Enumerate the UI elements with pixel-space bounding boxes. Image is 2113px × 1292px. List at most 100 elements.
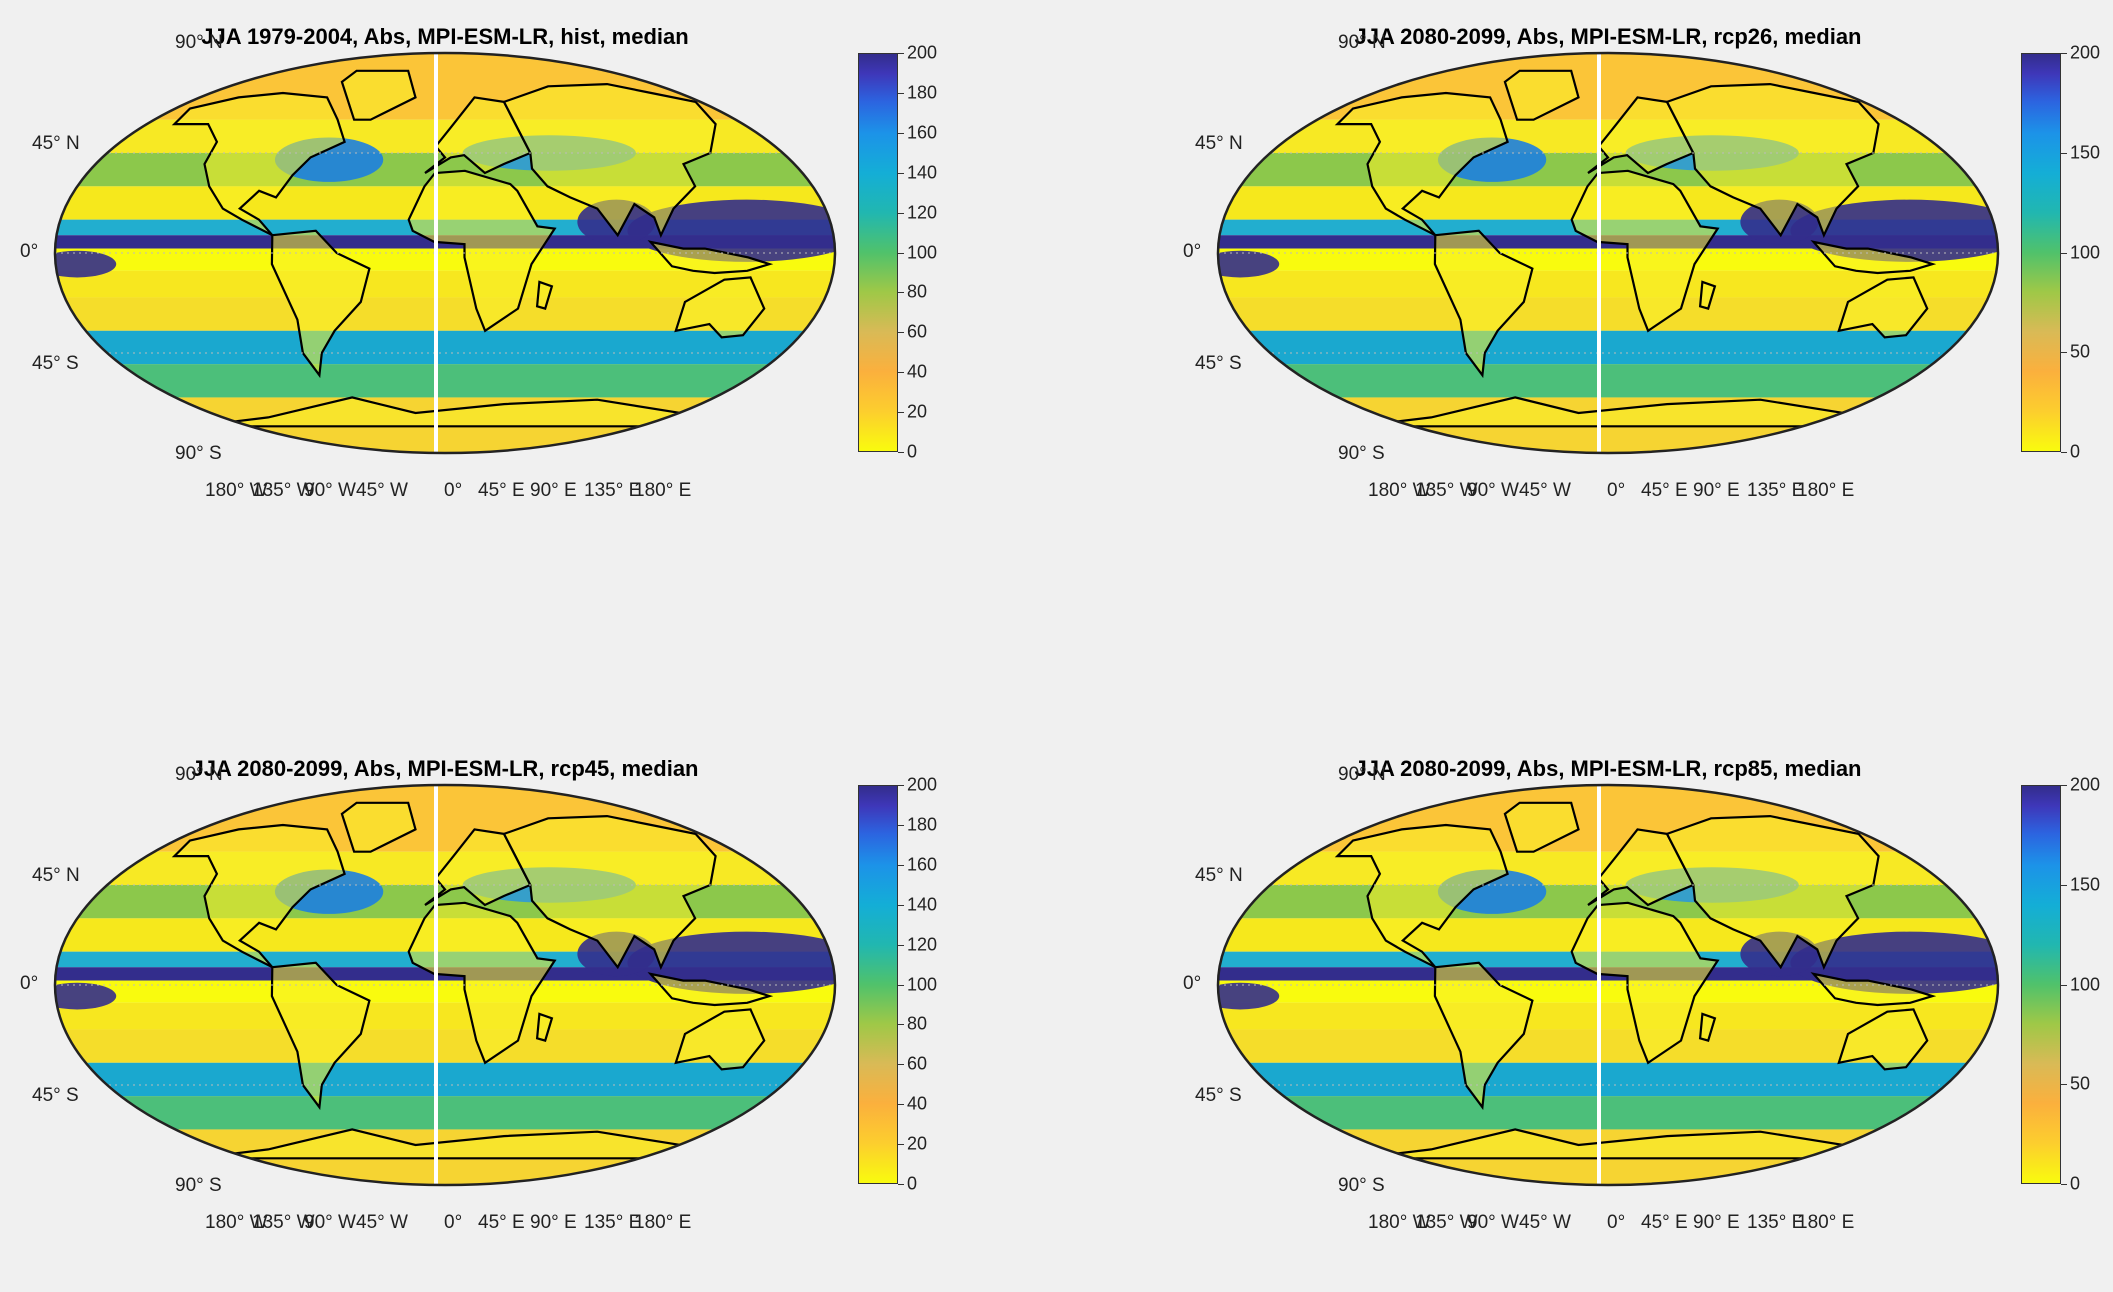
- colorbar-tick: [2061, 884, 2067, 886]
- asia-outline: [502, 814, 717, 971]
- lat-tick-label: 45° S: [1195, 1085, 1242, 1106]
- color-band: [55, 1062, 835, 1097]
- color-band: [1218, 330, 1998, 365]
- colorbar-tick: [898, 824, 904, 826]
- colorbar-tick-label: 60: [907, 1053, 928, 1074]
- lat-tick-label: 45° N: [1195, 133, 1243, 154]
- lon-tick-label: 180° W: [1368, 480, 1431, 501]
- lat-tick-label: 0°: [1183, 973, 1202, 994]
- africa-outline: [407, 901, 557, 1065]
- africa-outline: [407, 169, 557, 333]
- colorbar-tick: [898, 452, 904, 453]
- colorbar-tick: [2061, 352, 2067, 354]
- africa-outline: [1570, 169, 1720, 333]
- colorbar-tick-label: 150: [2070, 874, 2101, 895]
- lon-tick-label: 0°: [444, 480, 463, 501]
- colorbar-tick-label: 100: [907, 242, 938, 262]
- colorbar-tick-label: 180: [907, 82, 938, 103]
- colorbar-tick: [898, 1184, 904, 1185]
- colorbar-tick: [898, 92, 904, 94]
- map-frame: [53, 51, 837, 455]
- colorbar-tick-label: 80: [907, 1013, 928, 1034]
- lon-tick-label: 45° E: [478, 1212, 525, 1233]
- lon-tick-label: 90° E: [530, 1212, 577, 1233]
- chart-title: JJA 2080-2099, Abs, MPI-ESM-LR, rcp85, m…: [1354, 756, 1862, 781]
- lon-tick-label: 90° E: [1693, 480, 1740, 501]
- north-america-outline: [1334, 91, 1509, 237]
- colorbar-tick-label: 50: [2070, 1073, 2091, 1094]
- colorbar-tick: [898, 53, 904, 54]
- lon-tick-label: 135° W: [1415, 1212, 1478, 1233]
- lon-tick-label: 90° W: [304, 1212, 356, 1233]
- madagascar-outline: [1698, 1012, 1717, 1042]
- colorbar-tick-label: 60: [907, 321, 928, 342]
- lat-tick-label: 45° S: [32, 353, 79, 374]
- colorbar-tick: [898, 1144, 904, 1146]
- lon-tick-label: 0°: [444, 1212, 463, 1233]
- colorbar-tick-label: 150: [2070, 142, 2101, 163]
- colorbar-tick-label: 200: [907, 774, 938, 795]
- colorbar-tick-label: 40: [907, 1093, 928, 1114]
- lon-tick-label: 45° E: [1641, 480, 1688, 501]
- lon-tick-label: 135° W: [252, 1212, 315, 1233]
- lat-tick-label: 45° S: [32, 1085, 79, 1106]
- indonesia-outline: [1810, 972, 1937, 1007]
- lat-tick-label: 45° N: [1195, 865, 1243, 886]
- lat-tick-label: 0°: [1183, 241, 1202, 262]
- colorbar-tick-label: 200: [2070, 42, 2101, 63]
- colorbar-tick-label: 120: [907, 934, 938, 955]
- map-plot: [1216, 783, 2000, 1187]
- madagascar-outline: [1698, 280, 1717, 310]
- colorbar-tick: [898, 944, 904, 946]
- lon-tick-label: 135° E: [1747, 1212, 1805, 1233]
- intensity-blob: [1218, 250, 1280, 278]
- colorbar: [858, 53, 898, 452]
- lon-tick-label: 180° E: [634, 1212, 692, 1233]
- map-plot: [1216, 51, 2000, 455]
- colorbar-tick-label: 50: [2070, 341, 2091, 362]
- colorbar-tick: [898, 864, 904, 866]
- colorbar-tick-label: 160: [907, 122, 938, 143]
- lat-tick-label: 90° S: [175, 1175, 222, 1196]
- north-america-outline: [171, 91, 346, 237]
- colorbar-tick: [2061, 984, 2067, 986]
- colorbar-tick-label: 0: [907, 1173, 918, 1194]
- colorbar-tick: [898, 212, 904, 214]
- lon-tick-label: 90° W: [1467, 480, 1519, 501]
- colorbar-tick: [898, 984, 904, 986]
- color-band: [55, 980, 835, 1003]
- colorbar-tick-label: 80: [907, 281, 928, 302]
- south-america-outline: [1433, 961, 1534, 1111]
- lat-tick-label: 45° N: [32, 133, 80, 154]
- lon-tick-label: 45° E: [478, 480, 525, 501]
- colorbar-tick: [2061, 252, 2067, 254]
- lat-tick-label: 45° S: [1195, 353, 1242, 374]
- lon-tick-label: 90° E: [530, 480, 577, 501]
- lon-tick-label: 135° W: [252, 480, 315, 501]
- south-america-outline: [270, 961, 371, 1111]
- lon-tick-label: 180° E: [1797, 1212, 1855, 1233]
- lon-tick-label: 135° W: [1415, 480, 1478, 501]
- map-panel: JJA 2080-2099, Abs, MPI-ESM-LR, rcp85, m…: [1163, 732, 2113, 1292]
- color-band: [1218, 364, 1998, 398]
- lon-tick-label: 180° W: [205, 480, 268, 501]
- color-band: [1218, 1096, 1998, 1130]
- colorbar-tick: [2061, 152, 2067, 154]
- lat-tick-label: 45° N: [32, 865, 80, 886]
- colorbar-tick: [898, 172, 904, 174]
- colorbar-tick-label: 100: [2070, 974, 2101, 994]
- australia-outline: [1837, 1008, 1929, 1071]
- colorbar-tick: [898, 785, 904, 786]
- lon-tick-label: 45° E: [1641, 1212, 1688, 1233]
- lon-tick-label: 135° E: [584, 480, 642, 501]
- colorbar-tick: [2061, 785, 2067, 786]
- map-panel: JJA 2080-2099, Abs, MPI-ESM-LR, rcp26, m…: [1163, 0, 2113, 560]
- colorbar: [858, 785, 898, 1184]
- lat-tick-label: 90° N: [175, 32, 223, 53]
- chart-title: JJA 1979-2004, Abs, MPI-ESM-LR, hist, me…: [201, 24, 689, 49]
- lat-tick-label: 90° N: [175, 764, 223, 785]
- colorbar-tick-label: 200: [907, 42, 938, 63]
- lon-tick-label: 135° E: [584, 1212, 642, 1233]
- colorbar-tick: [2061, 53, 2067, 54]
- colorbar-tick-label: 0: [2070, 441, 2081, 462]
